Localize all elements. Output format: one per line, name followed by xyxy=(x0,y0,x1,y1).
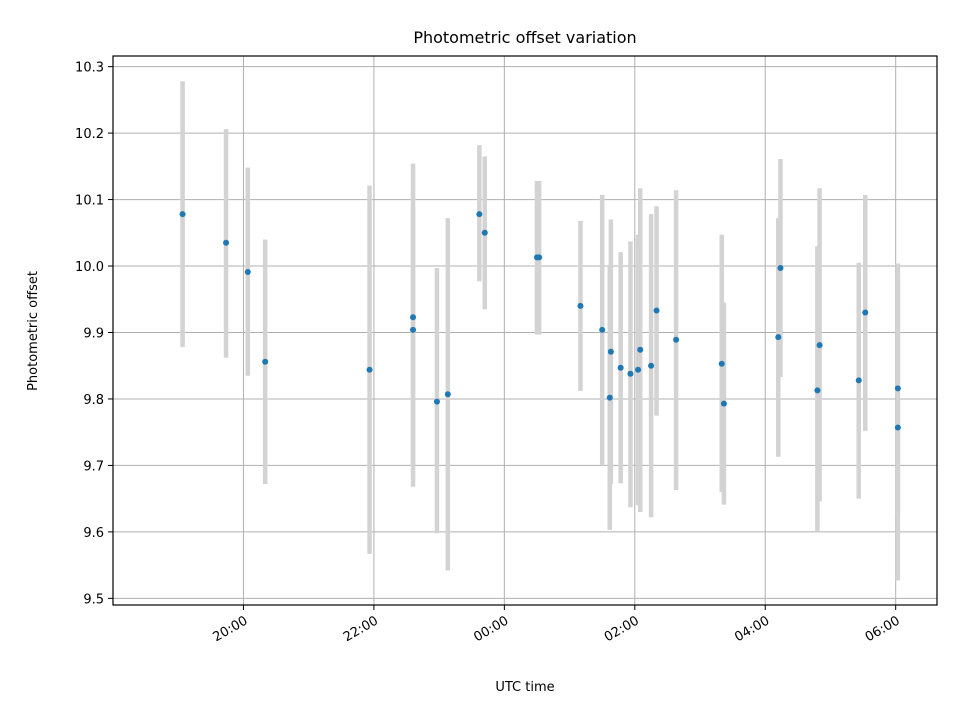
y-axis-label: Photometric offset xyxy=(26,271,41,391)
data-point xyxy=(606,394,613,401)
data-point xyxy=(777,265,784,272)
y-axis: 9.5 9.6 9.7 9.8 9.9 10.0 10.1 10.2 10.3 xyxy=(75,61,113,607)
data-point xyxy=(627,370,634,377)
y-tick-label: 10.1 xyxy=(75,194,104,209)
y-tick-label: 9.7 xyxy=(83,459,104,474)
data-point xyxy=(653,307,660,314)
data-point xyxy=(894,424,901,431)
y-tick-label: 10.0 xyxy=(75,260,104,275)
y-tick-label: 9.6 xyxy=(83,526,104,541)
data-point xyxy=(577,302,584,309)
data-point xyxy=(476,211,483,218)
data-point xyxy=(637,346,644,353)
data-point xyxy=(433,398,440,405)
data-point xyxy=(244,269,251,276)
data-point xyxy=(862,309,869,316)
data-points xyxy=(179,211,901,431)
x-axis-label: UTC time xyxy=(495,680,554,695)
data-point xyxy=(718,360,725,367)
grid xyxy=(113,56,937,605)
plot-frame xyxy=(112,55,938,606)
data-point xyxy=(444,391,451,398)
y-tick-label: 10.3 xyxy=(75,61,104,76)
data-point xyxy=(481,229,488,236)
data-point xyxy=(635,366,642,373)
data-point xyxy=(855,377,862,384)
data-point xyxy=(607,348,614,355)
data-point xyxy=(410,314,417,321)
data-point xyxy=(536,254,543,261)
y-tick-label: 10.2 xyxy=(75,127,104,142)
data-point xyxy=(648,362,655,369)
data-point xyxy=(816,342,823,349)
data-point xyxy=(775,334,782,341)
y-tick-label: 9.9 xyxy=(83,326,104,341)
chart-title: Photometric offset variation xyxy=(413,28,636,47)
data-point xyxy=(366,366,373,373)
data-point xyxy=(894,385,901,392)
data-point xyxy=(617,364,624,371)
y-tick-label: 9.5 xyxy=(83,592,104,607)
data-point xyxy=(410,326,417,333)
data-point xyxy=(599,326,606,333)
data-point xyxy=(223,239,230,246)
data-point xyxy=(673,336,680,343)
data-point xyxy=(179,211,186,218)
data-point xyxy=(720,400,727,407)
y-tick-label: 9.8 xyxy=(83,393,104,408)
data-point xyxy=(262,358,269,365)
data-point xyxy=(814,387,821,394)
